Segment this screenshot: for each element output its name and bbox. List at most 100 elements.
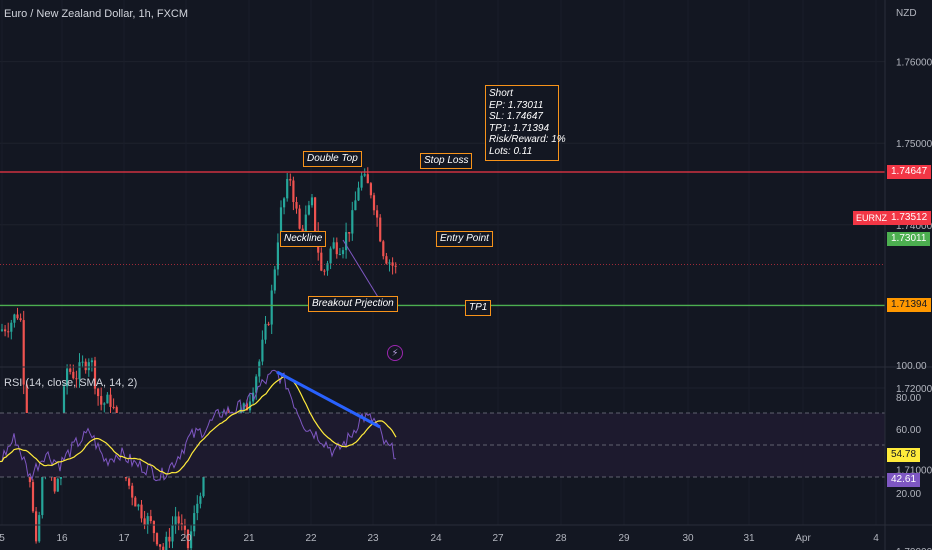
candle-body [279,207,283,243]
tp1-price-tag: 1.71394 [887,298,932,312]
time-axis-label: 17 [118,533,130,544]
candle-body [72,371,75,379]
sl-line: SL: 1.74647 [489,111,543,123]
candle-body [131,485,134,498]
candle-body [183,525,186,530]
rsi-title: RSI (14, close, SMA, 14, 2) [4,377,138,389]
candle-body [345,232,348,251]
candle-body [196,503,199,514]
candle-body [190,531,193,549]
candle-body [338,254,341,256]
candle-body [146,516,149,525]
candle-body [388,262,391,264]
short-position-box[interactable]: Short EP: 1.73011 SL: 1.74647 TP1: 1.713… [485,85,566,161]
candle-body [193,513,196,532]
candle-body [69,368,72,372]
candle-body [13,314,16,323]
candle-body [90,360,93,363]
candle-body [202,465,205,497]
candle-body [292,180,295,203]
candle-body [35,511,38,542]
candle-body [186,529,190,549]
rsi-value-tag: 42.61 [887,473,921,487]
candle-body [84,361,87,371]
symbol-tag: EURNZD [853,211,897,225]
candle-body [81,361,84,363]
price-axis-label: 1.74000 [896,221,932,232]
candle-body [286,178,289,199]
lightning-icon[interactable]: ⚡ [387,345,403,361]
candle-body [78,362,81,380]
breakout-projection-label[interactable]: Breakout Prjection [308,296,398,312]
time-axis-label: 16 [56,533,68,544]
rsi-axis-label: 60.00 [896,425,921,436]
price-axis-label: 1.71000 [896,466,932,477]
time-axis-label: 23 [367,533,379,544]
double-top-label[interactable]: Double Top [303,151,362,167]
candle-body [248,401,252,411]
candle-body [372,195,376,211]
rsi-axis-label: 80.00 [896,393,921,404]
candle-body [255,376,258,393]
candle-body [394,265,397,267]
candle-body [152,521,155,534]
candle-body [53,473,56,492]
price-axis-label: 1.75000 [896,139,932,150]
stop-loss-label[interactable]: Stop Loss [420,153,473,169]
candle-body [41,476,44,516]
candle-body [7,331,10,333]
candle-body [348,232,351,234]
candle-body [264,323,267,340]
rsi-axis-label: 100.00 [896,361,927,372]
candle-body [22,320,25,385]
rsi-pane [0,369,885,482]
candle-body [4,329,7,332]
candle-body [149,516,152,522]
breakout-projection-arrow [342,239,382,303]
candle-body [140,504,143,519]
candle-body [314,197,317,232]
candle-body [109,394,112,407]
candle-body [298,208,301,229]
price-axis-label: 1.76000 [896,58,932,69]
tp1-label[interactable]: TP1 [465,300,492,316]
current-price-tag: 1.73512 [887,211,932,225]
stop-loss-price-tag: 1.74647 [887,165,932,179]
entry-point-label[interactable]: Entry Point [436,231,493,247]
rsi-ma-line [0,376,397,475]
candle-body [369,183,372,196]
candle-body [295,202,298,209]
overlays [0,171,885,439]
candle-body [134,497,137,507]
neckline-label[interactable]: Neckline [280,231,327,247]
candle-body [56,478,59,492]
time-axis-label: 27 [492,533,504,544]
candle-body [270,290,273,325]
candle-body [376,210,379,218]
candle-body [155,533,159,545]
candle-body [341,250,345,255]
candle-body [382,241,385,257]
time-axis-label: 30 [682,533,694,544]
candle-body [177,516,180,524]
time-axis-label: 5 [0,533,5,544]
candle-body [16,314,19,319]
candle-body [351,210,354,234]
candle-body [329,248,332,264]
candle-body [66,368,69,387]
candle-body [143,518,146,525]
candle-body [276,242,279,270]
candle-body [366,174,369,184]
candle-body [310,197,314,206]
candle-body [326,263,329,271]
candle-body [261,339,264,362]
time-axis-label: 31 [743,533,755,544]
rsi-axis-label: 20.00 [896,489,921,500]
tp1-line: TP1: 1.71394 [489,122,550,134]
candle-body [273,269,276,291]
candle-body [385,256,388,264]
candle-body [93,360,97,389]
candle-body [304,214,307,233]
candle-body [165,536,168,550]
